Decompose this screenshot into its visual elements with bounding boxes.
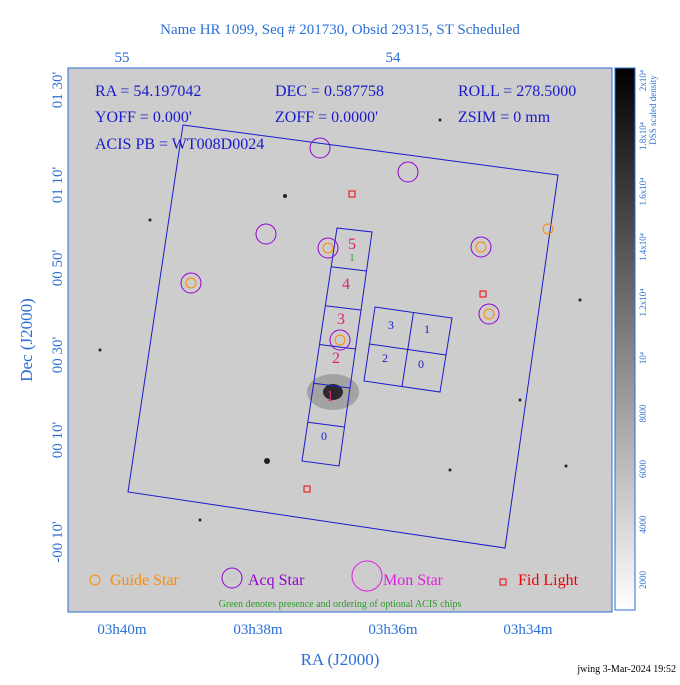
legend-item: Fid Light xyxy=(518,572,579,589)
legend-item: Acq Star xyxy=(248,572,305,589)
info: RA = 54.197042 xyxy=(95,83,201,100)
guide-stars xyxy=(185,223,554,346)
chip-label: 1 xyxy=(326,388,334,405)
info: DEC = 0.587758 xyxy=(275,83,384,100)
colorbar-tick: 1.6x10⁴ xyxy=(638,178,648,206)
chip-label: 2 xyxy=(332,350,340,367)
chip-label: 2 xyxy=(382,351,388,365)
info: YOFF = 0.000' xyxy=(95,109,192,126)
colorbar-tick: 4000 xyxy=(638,515,648,534)
x-axis-label: RA (J2000) xyxy=(301,650,380,669)
chip-label: 0 xyxy=(321,429,327,443)
legend-icon xyxy=(221,567,243,589)
top-tick: 55 xyxy=(115,50,130,66)
y-tick: 00 50' xyxy=(50,249,66,286)
y-tick: 01 10' xyxy=(50,166,66,203)
y-tick: -00 10' xyxy=(50,521,66,563)
x-tick: 03h40m xyxy=(97,622,147,638)
legend-note: Green denotes presence and ordering of o… xyxy=(219,599,462,610)
legend-item: Guide Star xyxy=(110,572,180,589)
stars xyxy=(98,118,582,522)
chip-label: 4 xyxy=(342,276,350,293)
colorbar-tick: 2000 xyxy=(638,571,648,590)
x-tick: 03h34m xyxy=(503,622,553,638)
y-axis-label: Dec (J2000) xyxy=(17,298,36,382)
info: ROLL = 278.5000 xyxy=(458,83,576,100)
info: ZSIM = 0 mm xyxy=(458,109,551,126)
chip-label: 1 xyxy=(424,322,430,336)
footer: jwing 3-Mar-2024 19:52 xyxy=(576,664,676,675)
top-tick: 54 xyxy=(386,50,402,66)
y-tick: 00 30' xyxy=(50,336,66,373)
colorbar-tick: 8000 xyxy=(638,404,648,423)
acq-stars xyxy=(180,137,500,351)
info: ZOFF = 0.0000' xyxy=(275,109,378,126)
y-tick: 00 10' xyxy=(50,421,66,458)
colorbar-label: DSS scaled density xyxy=(648,75,658,145)
colorbar-tick: 1.4x10⁴ xyxy=(638,233,648,261)
legend-item: Mon Star xyxy=(383,572,444,589)
legend-icon xyxy=(351,560,383,592)
fov xyxy=(127,124,559,549)
chip-label: 0 xyxy=(418,357,424,371)
chip-label: 3 xyxy=(337,311,345,328)
colorbar-tick: 2x10⁴ xyxy=(638,70,648,91)
colorbar-tick: 1.8x10⁴ xyxy=(638,122,648,150)
colorbar-tick: 6000 xyxy=(638,460,648,479)
info: ACIS PB = WT008D0024 xyxy=(95,136,264,153)
fid-lights xyxy=(303,190,487,493)
sky-image xyxy=(67,67,613,613)
colorbar-tick: 1.2x10⁴ xyxy=(638,289,648,317)
chip-label: 5 xyxy=(348,236,356,253)
x-tick: 03h38m xyxy=(233,622,283,638)
legend-icon xyxy=(499,578,507,586)
colorbar xyxy=(614,67,636,611)
title: Name HR 1099, Seq # 201730, Obsid 29315,… xyxy=(160,22,520,38)
x-tick: 03h36m xyxy=(368,622,418,638)
optional-chip: 1 xyxy=(350,253,355,264)
y-tick: 01 30' xyxy=(50,71,66,108)
legend-icon xyxy=(89,574,101,586)
chip-label: 3 xyxy=(388,318,394,332)
colorbar-tick: 10⁴ xyxy=(638,352,648,364)
